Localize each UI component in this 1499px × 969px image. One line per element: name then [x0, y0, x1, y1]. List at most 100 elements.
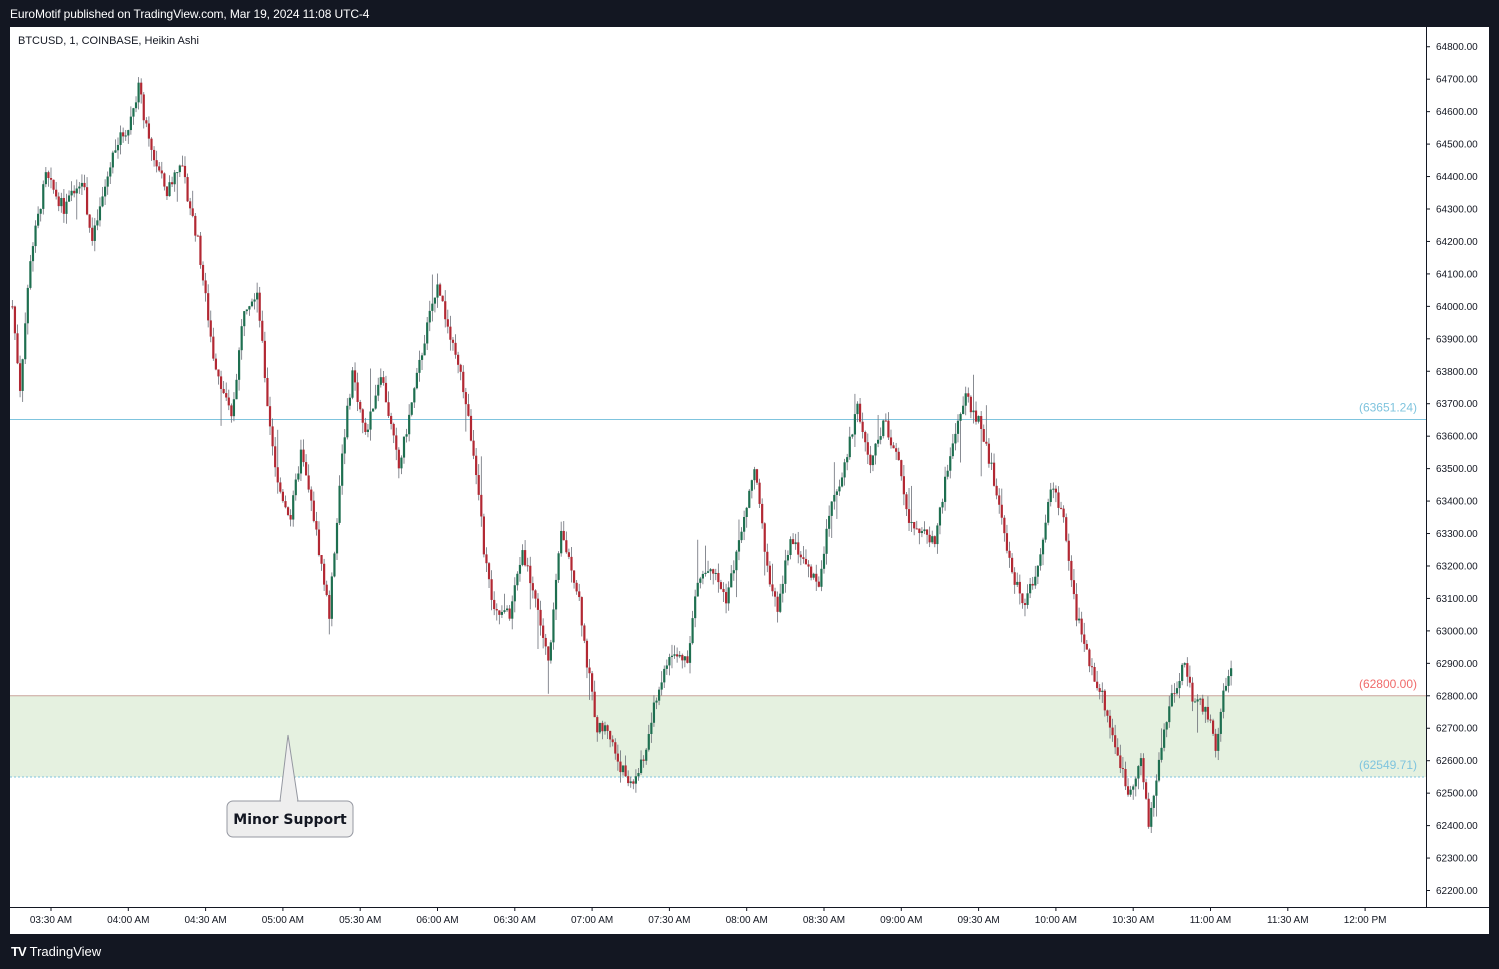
- candle-body[interactable]: [444, 301, 447, 320]
- candle-body[interactable]: [495, 609, 498, 611]
- candle-body[interactable]: [539, 609, 542, 626]
- candle-body[interactable]: [1119, 755, 1122, 769]
- candle-body[interactable]: [524, 550, 527, 566]
- candle-body[interactable]: [882, 420, 885, 437]
- candle-body[interactable]: [938, 507, 942, 526]
- candle-body[interactable]: [588, 667, 591, 674]
- candle-body[interactable]: [83, 182, 86, 188]
- candle-body[interactable]: [392, 423, 395, 436]
- candle-body[interactable]: [1227, 676, 1230, 686]
- candle-body[interactable]: [639, 759, 643, 774]
- candle-body[interactable]: [98, 206, 102, 221]
- candle-body[interactable]: [936, 525, 939, 545]
- candle-body[interactable]: [897, 451, 900, 461]
- candle-body[interactable]: [194, 215, 197, 236]
- candle-body[interactable]: [320, 555, 323, 564]
- candle-body[interactable]: [910, 522, 913, 524]
- candle-body[interactable]: [26, 287, 29, 324]
- candle-body[interactable]: [956, 420, 960, 434]
- candle-body[interactable]: [1217, 733, 1220, 751]
- candle-body[interactable]: [889, 437, 893, 446]
- candle-body[interactable]: [1224, 685, 1228, 691]
- candle-body[interactable]: [201, 264, 205, 281]
- candle-body[interactable]: [292, 495, 295, 520]
- candle-body[interactable]: [1062, 508, 1065, 518]
- candle-body[interactable]: [750, 480, 753, 491]
- candle-body[interactable]: [1034, 576, 1037, 586]
- candle-body[interactable]: [629, 781, 632, 784]
- candle-body[interactable]: [158, 166, 161, 171]
- candle-body[interactable]: [773, 591, 777, 597]
- candle-body[interactable]: [704, 572, 707, 574]
- candle-body[interactable]: [1201, 698, 1204, 712]
- candle-body[interactable]: [735, 551, 738, 571]
- candle-body[interactable]: [1031, 583, 1034, 586]
- candle-body[interactable]: [134, 102, 138, 109]
- candle-body[interactable]: [931, 536, 934, 543]
- candle-body[interactable]: [155, 160, 158, 167]
- candle-body[interactable]: [781, 583, 784, 594]
- candle-body[interactable]: [585, 640, 589, 668]
- candle-body[interactable]: [730, 573, 733, 588]
- candle-body[interactable]: [536, 598, 540, 610]
- candle-body[interactable]: [13, 306, 17, 334]
- candle-body[interactable]: [57, 196, 60, 207]
- candle-body[interactable]: [632, 781, 635, 784]
- candle-body[interactable]: [591, 673, 594, 692]
- candle-body[interactable]: [29, 261, 32, 288]
- candle-body[interactable]: [1054, 488, 1057, 493]
- candle-body[interactable]: [817, 581, 820, 587]
- candle-body[interactable]: [163, 173, 166, 187]
- candle-body[interactable]: [268, 406, 272, 427]
- candle-body[interactable]: [1150, 807, 1153, 827]
- candle-body[interactable]: [925, 529, 929, 535]
- candle-body[interactable]: [838, 486, 841, 492]
- candle-body[interactable]: [436, 284, 439, 298]
- candle-body[interactable]: [1126, 786, 1130, 795]
- candle-body[interactable]: [714, 572, 717, 574]
- candle-body[interactable]: [647, 734, 650, 750]
- candle-body[interactable]: [895, 448, 898, 452]
- candle-body[interactable]: [271, 426, 274, 447]
- candle-body[interactable]: [438, 284, 442, 296]
- candle-body[interactable]: [1036, 565, 1039, 577]
- candle-body[interactable]: [1191, 682, 1194, 702]
- candle-body[interactable]: [580, 597, 583, 626]
- candle-body[interactable]: [433, 297, 437, 304]
- candle-body[interactable]: [877, 439, 880, 444]
- candle-body[interactable]: [485, 554, 488, 564]
- candle-body[interactable]: [132, 108, 135, 117]
- candle-body[interactable]: [299, 449, 303, 474]
- candle-body[interactable]: [812, 573, 815, 578]
- candle-body[interactable]: [549, 642, 552, 661]
- candle-body[interactable]: [405, 434, 408, 437]
- candle-body[interactable]: [1206, 706, 1210, 720]
- candle-body[interactable]: [1116, 747, 1119, 756]
- candle-body[interactable]: [1168, 706, 1171, 723]
- candle-body[interactable]: [992, 462, 996, 486]
- candle-body[interactable]: [851, 434, 854, 437]
- candle-body[interactable]: [469, 415, 473, 441]
- candle-body[interactable]: [44, 172, 47, 185]
- candle-body[interactable]: [160, 170, 163, 174]
- candle-body[interactable]: [111, 152, 114, 168]
- candle-body[interactable]: [70, 190, 73, 196]
- candle-body[interactable]: [503, 610, 506, 612]
- candle-body[interactable]: [75, 188, 78, 194]
- candle-body[interactable]: [1047, 502, 1050, 523]
- candle-body[interactable]: [199, 235, 202, 265]
- candle-body[interactable]: [879, 436, 882, 440]
- candle-body[interactable]: [964, 393, 967, 406]
- candle-body[interactable]: [150, 138, 153, 150]
- candle-body[interactable]: [297, 473, 300, 480]
- candle-body[interactable]: [183, 165, 187, 178]
- candle-body[interactable]: [420, 355, 424, 360]
- candle-body[interactable]: [266, 377, 269, 407]
- candle-body[interactable]: [114, 150, 117, 153]
- candle-body[interactable]: [578, 591, 581, 598]
- candle-body[interactable]: [274, 446, 277, 468]
- candle-body[interactable]: [856, 403, 859, 415]
- candle-body[interactable]: [335, 522, 339, 554]
- candle-body[interactable]: [1165, 722, 1168, 730]
- candle-body[interactable]: [78, 186, 81, 189]
